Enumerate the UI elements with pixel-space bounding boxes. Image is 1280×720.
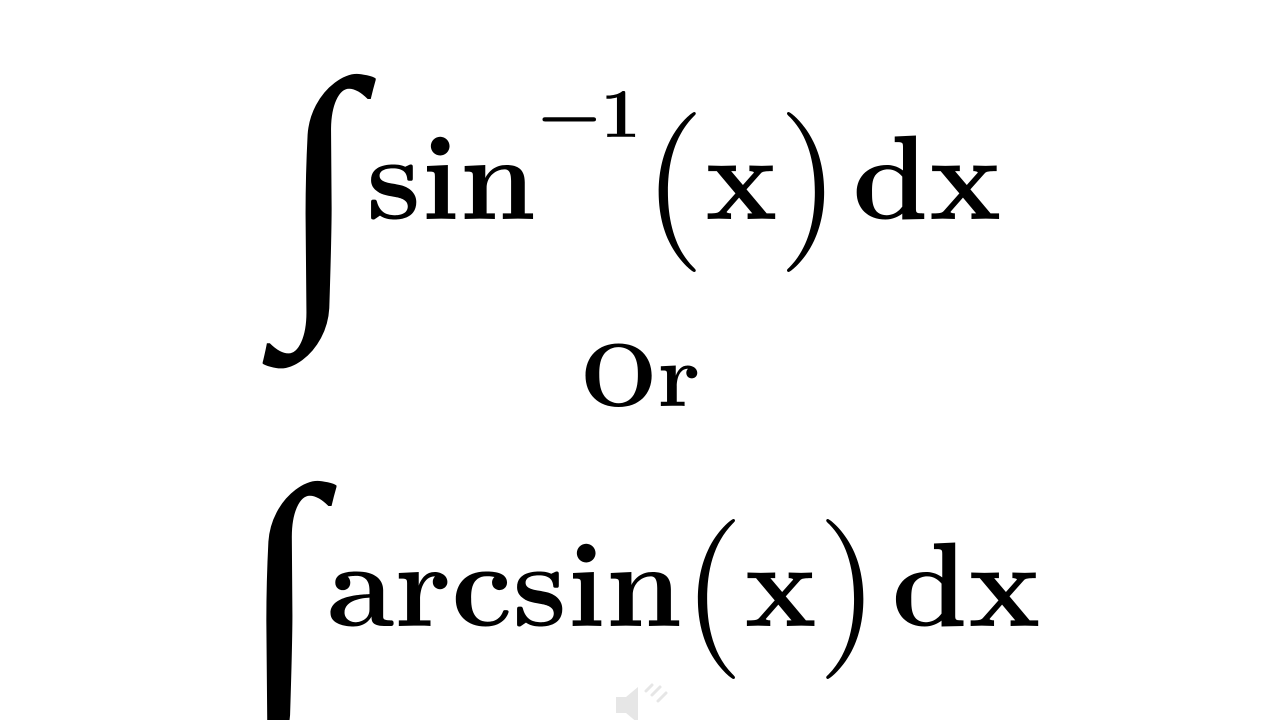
integral-symbol-1: ∫ bbox=[278, 14, 360, 314]
math-slide: ∫ sin −1 ( x ) dx Or ∫ arcsin ( x ) dx bbox=[0, 0, 1280, 720]
differential-1: dx bbox=[852, 110, 1002, 230]
integrand-2: arcsin ( x ) dx bbox=[327, 497, 1041, 657]
equation-2: ∫ arcsin ( x ) dx bbox=[239, 427, 1041, 720]
connector-or: Or bbox=[580, 304, 700, 433]
func-arcsin: arcsin bbox=[327, 517, 682, 637]
integral-symbol-2: ∫ bbox=[239, 421, 321, 720]
differential-2: dx bbox=[891, 517, 1041, 637]
rparen-1: ) bbox=[778, 86, 840, 246]
lparen-2: ( bbox=[682, 493, 744, 653]
arg-x-1: x bbox=[705, 110, 778, 230]
rparen-2: ) bbox=[817, 493, 879, 653]
arg-x-2: x bbox=[744, 517, 817, 637]
func-sin: sin bbox=[367, 110, 536, 230]
speaker-muted-icon bbox=[612, 681, 668, 720]
lparen-1: ( bbox=[643, 86, 705, 246]
integrand-1: sin −1 ( x ) dx bbox=[367, 90, 1002, 250]
equation-1: ∫ sin −1 ( x ) dx bbox=[278, 20, 1001, 320]
superscript-minus-one: −1 bbox=[538, 73, 641, 143]
